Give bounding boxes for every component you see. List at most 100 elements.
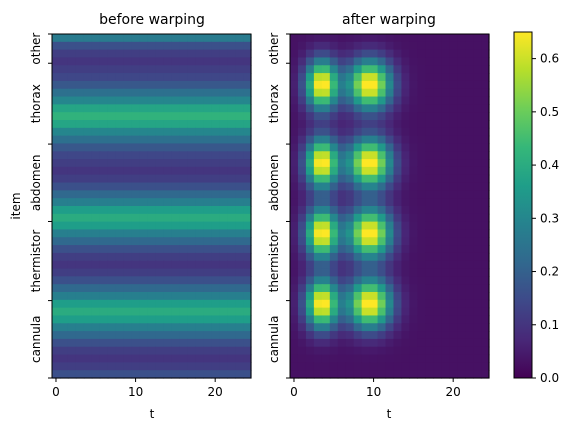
heatmap-cell: [195, 362, 204, 371]
heatmap-cell: [481, 120, 490, 129]
heatmap-cell: [99, 213, 109, 223]
heatmap-cell: [115, 96, 125, 105]
heatmap-cell: [139, 260, 149, 270]
heatmap-cell: [417, 120, 426, 129]
heatmap-cell: [107, 80, 117, 90]
heatmap-cell: [75, 174, 85, 184]
heatmap-cell: [441, 104, 450, 113]
heatmap-cell: [131, 268, 141, 277]
heatmap-cell: [297, 213, 307, 223]
heatmap-cell: [59, 370, 69, 379]
heatmap-cell: [99, 135, 109, 145]
heatmap-cell: [353, 370, 363, 379]
heatmap-cell: [297, 151, 307, 160]
heatmap-cell: [377, 315, 387, 324]
heatmap-cell: [107, 49, 117, 59]
heatmap-cell: [171, 80, 180, 90]
heatmap-cell: [107, 190, 117, 199]
heatmap-cell: [369, 245, 379, 254]
heatmap-cell: [179, 96, 188, 105]
heatmap-cell: [107, 151, 117, 160]
heatmap-cell: [409, 315, 418, 324]
heatmap-cell: [329, 346, 339, 356]
heatmap-cell: [227, 57, 236, 66]
heatmap-cell: [329, 245, 339, 254]
heatmap-cell: [481, 112, 490, 121]
heatmap-cell: [219, 198, 228, 207]
heatmap-cell: [290, 268, 299, 277]
heatmap-cell: [99, 73, 109, 82]
heatmap-cell: [195, 182, 204, 191]
heatmap-cell: [313, 213, 323, 223]
heatmap-cell: [139, 221, 149, 231]
heatmap-cell: [243, 323, 252, 332]
heatmap-cell: [337, 213, 347, 223]
heatmap-cell: [369, 41, 379, 51]
heatmap-cell: [227, 166, 236, 176]
heatmap-cell: [227, 41, 236, 51]
heatmap-cell: [131, 104, 141, 113]
heatmap-cell: [449, 229, 458, 238]
heatmap-cell: [91, 307, 101, 317]
heatmap-cell: [465, 166, 474, 176]
heatmap-cell: [465, 260, 474, 270]
heatmap-cell: [67, 323, 77, 332]
heatmap-cell: [457, 237, 466, 246]
heatmap-cell: [313, 237, 323, 246]
heatmap-cell: [353, 331, 363, 340]
heatmap-cell: [67, 307, 77, 317]
heatmap-cell: [449, 206, 458, 215]
heatmap-cell: [179, 307, 188, 317]
heatmap-cell: [227, 268, 236, 277]
heatmap-cell: [171, 34, 180, 43]
heatmap-cell: [123, 159, 133, 168]
heatmap-cell: [401, 112, 410, 121]
heatmap-cell: [163, 213, 172, 223]
heatmap-cell: [155, 268, 165, 277]
y-tick-label: other: [29, 33, 43, 65]
heatmap-cell: [329, 213, 339, 223]
heatmap-cell: [99, 41, 109, 51]
heatmap-cell: [457, 213, 466, 223]
heatmap-cell: [83, 315, 93, 324]
heatmap-cell: [377, 49, 387, 59]
heatmap-cell: [115, 34, 125, 43]
heatmap-cell: [155, 80, 165, 90]
heatmap-cell: [99, 338, 109, 348]
heatmap-cell: [297, 354, 307, 363]
heatmap-cell: [147, 104, 157, 113]
heatmap-cell: [313, 299, 323, 309]
heatmap-cell: [305, 354, 315, 363]
heatmap-cell: [393, 57, 403, 66]
heatmap-cell: [59, 135, 69, 145]
heatmap-cell: [243, 135, 252, 145]
heatmap-cell: [123, 49, 133, 59]
heatmap-cell: [297, 268, 307, 277]
heatmap-cell: [361, 151, 371, 160]
heatmap-cell: [313, 245, 323, 254]
heatmap-cell: [473, 206, 482, 215]
heatmap-cell: [297, 143, 307, 152]
heatmap-cell: [219, 315, 228, 324]
heatmap-cell: [473, 362, 482, 371]
heatmap-cell: [401, 346, 410, 356]
heatmap-cell: [195, 41, 204, 51]
heatmap-cell: [147, 213, 157, 223]
heatmap-cell: [99, 221, 109, 231]
heatmap-cell: [473, 80, 482, 90]
heatmap-cell: [425, 41, 434, 51]
heatmap-cell: [243, 307, 252, 317]
heatmap-cell: [163, 354, 172, 363]
heatmap-cell: [243, 182, 252, 191]
heatmap-cell: [139, 73, 149, 82]
heatmap-cell: [409, 112, 418, 121]
heatmap-cell: [99, 198, 109, 207]
heatmap-cell: [52, 323, 61, 332]
heatmap-cell: [179, 354, 188, 363]
heatmap-cell: [441, 284, 450, 293]
heatmap-cell: [337, 159, 347, 168]
heatmap-cell: [473, 276, 482, 285]
heatmap-cell: [179, 127, 188, 137]
heatmap-cell: [481, 268, 490, 277]
heatmap-cell: [163, 346, 172, 356]
